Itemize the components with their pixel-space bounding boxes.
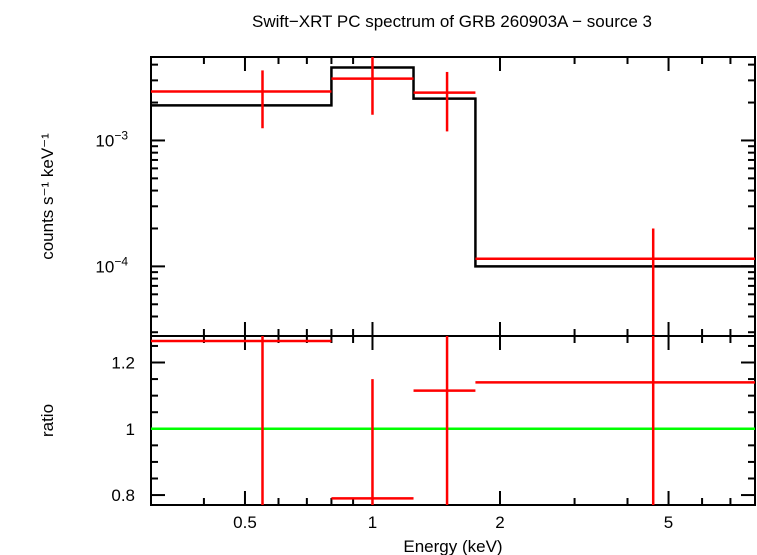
- ratio-data-point: [413, 336, 476, 505]
- ratio-frame: [150, 335, 756, 506]
- x-axis-label: Energy (keV): [403, 537, 502, 555]
- y-tick-label: 10−4: [95, 254, 128, 276]
- ratio-data-point: [151, 336, 332, 505]
- y-tick-label: 1: [126, 420, 135, 439]
- x-tick-label: 2: [495, 513, 504, 532]
- y-tick-label: 1.2: [111, 354, 135, 373]
- model-step-line: [151, 66, 755, 268]
- chart-title: Swift−XRT PC spectrum of GRB 260903A − s…: [252, 12, 652, 31]
- y-tick-label: 10−3: [95, 128, 128, 150]
- spectrum-plot-area: [151, 57, 755, 336]
- spectrum-data-point: [151, 70, 332, 129]
- spectrum-y-axis-label: counts s⁻¹ keV⁻¹: [38, 133, 57, 260]
- spectrum-data-point: [475, 228, 755, 336]
- spectrum-data-point: [413, 71, 476, 132]
- y-tick-label: 0.8: [111, 486, 135, 505]
- ratio-y-axis-label: ratio: [38, 404, 57, 437]
- spectrum-data-point: [331, 57, 414, 115]
- ratio-plot-area: [151, 336, 755, 505]
- x-tick-label: 0.5: [233, 513, 257, 532]
- x-tick-label: 5: [664, 513, 673, 532]
- ratio-panel: 0.8 1 1.2 ratio 0.5 1 2 5: [38, 335, 756, 532]
- ratio-data-point: [475, 336, 755, 505]
- x-tick-label: 1: [368, 513, 377, 532]
- spectrum-panel: 10−3 10−4 counts s⁻¹ keV⁻¹: [38, 56, 756, 337]
- ratio-data-point: [331, 379, 414, 505]
